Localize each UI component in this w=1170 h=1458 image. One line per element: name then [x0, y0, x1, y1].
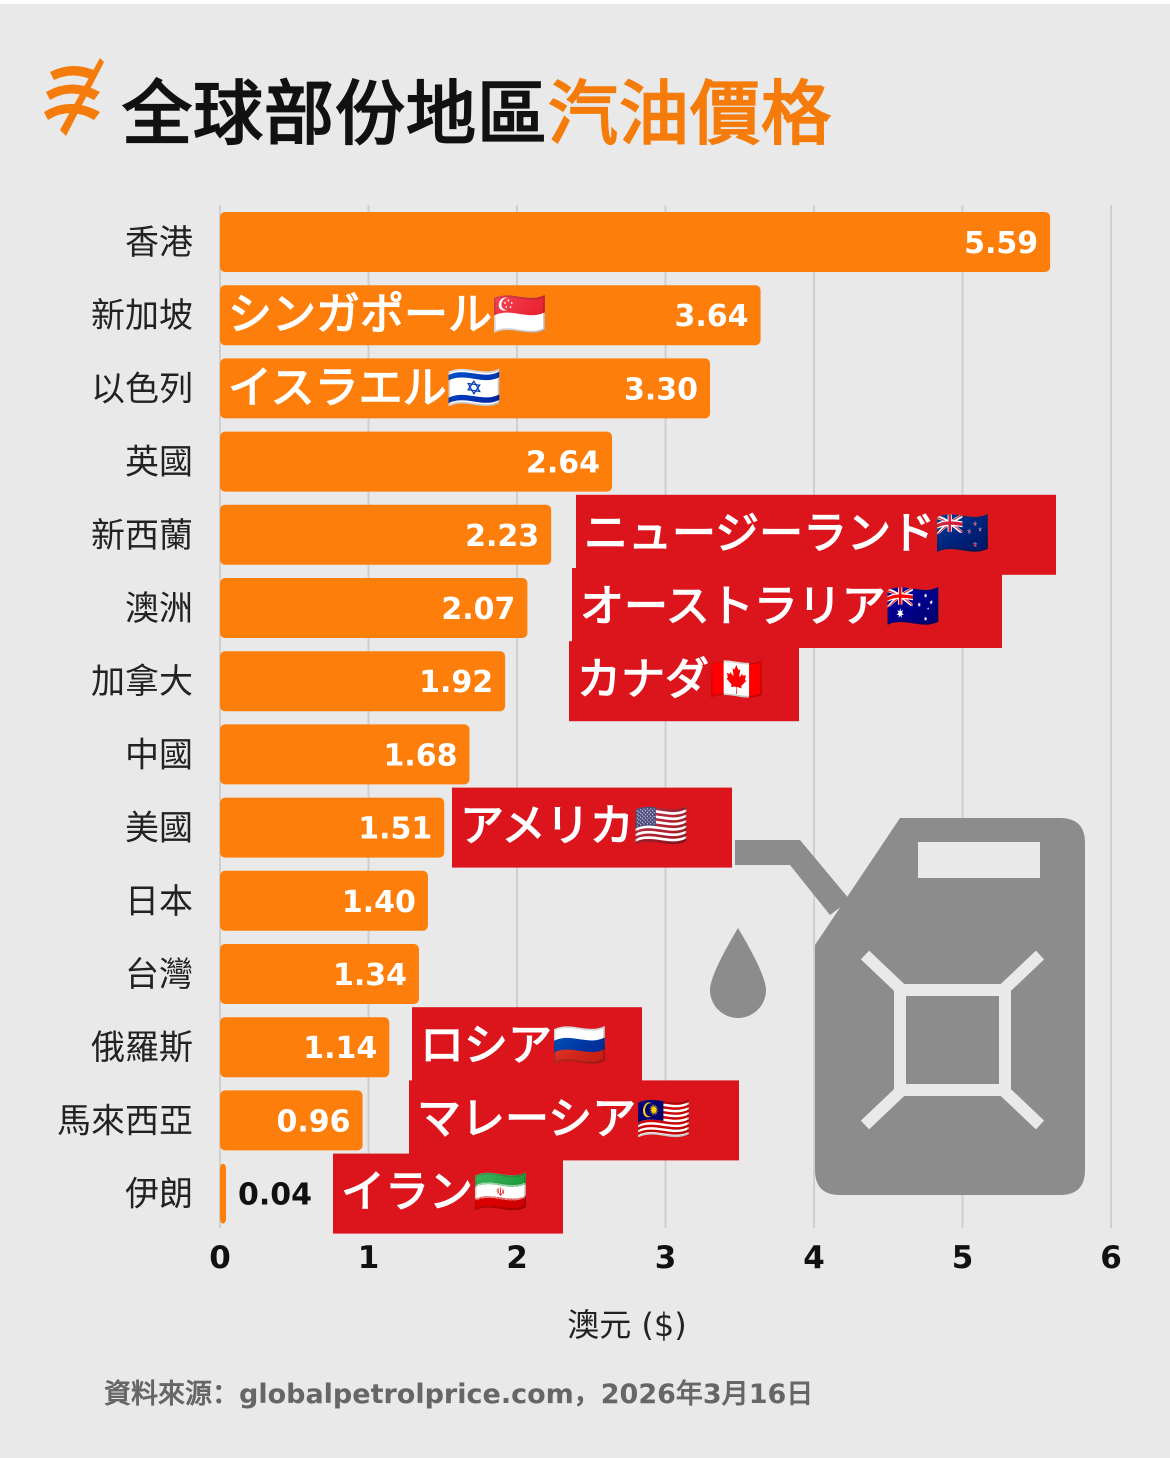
bar — [220, 358, 711, 419]
x-tick-label: 0 — [209, 1240, 231, 1276]
category-label: 以色列 — [91, 369, 193, 409]
bar — [220, 504, 552, 565]
x-tick-label: 2 — [506, 1240, 528, 1276]
category-label: 伊朗 — [125, 1175, 193, 1215]
bar — [220, 212, 1051, 272]
bar — [220, 651, 506, 712]
category-label: 加拿大 — [91, 662, 193, 702]
annotation-box — [333, 1153, 563, 1234]
annotation-box — [452, 787, 732, 868]
value-label: 1.68 — [383, 738, 457, 773]
title-main: 全球部份地區 — [122, 73, 548, 155]
annotation-label: シンガポール🇸🇬 — [228, 289, 547, 340]
bar — [220, 285, 761, 346]
value-label: 1.40 — [342, 885, 416, 920]
bar — [220, 724, 470, 785]
top-border — [0, 0, 1170, 4]
bars-layer — [220, 212, 1051, 1224]
page-title: 全球部份地區汽油價格 — [122, 72, 832, 156]
x-tick-label: 3 — [655, 1240, 677, 1276]
category-label: 美國 — [125, 809, 193, 849]
annotation-label: アメリカ🇺🇸 — [460, 801, 689, 852]
category-label: 台灣 — [125, 955, 193, 995]
country-annotations: シンガポール🇸🇬 イスラエル🇮🇱 ニュージーランド🇳🇿 オーストラリア🇦🇺 カナダ🇨🇦 ア… — [228, 289, 1056, 1234]
category-label: 英國 — [125, 443, 193, 483]
annotation-label: ニュージーランド🇳🇿 — [584, 508, 990, 559]
value-label: 1.51 — [358, 812, 432, 847]
annotation-label: ロシア🇷🇺 — [420, 1020, 607, 1071]
value-label: 3.64 — [675, 299, 749, 334]
category-label: 馬來西亞 — [57, 1101, 193, 1141]
x-tick-label: 1 — [358, 1240, 380, 1276]
bar — [220, 1090, 363, 1151]
x-tick-label: 4 — [803, 1240, 825, 1276]
category-label: 新西蘭 — [91, 516, 193, 556]
annotation-label: マレーシア🇲🇾 — [417, 1093, 691, 1144]
value-label: 1.14 — [303, 1031, 377, 1066]
value-label: 1.34 — [333, 958, 407, 993]
x-axis-ticks: 0 1 2 3 4 5 6 — [209, 1240, 1122, 1276]
annotation-box — [576, 494, 1056, 575]
x-tick-label: 5 — [952, 1240, 974, 1276]
category-label: 俄羅斯 — [91, 1028, 193, 1068]
annotation-label: オーストラリア🇦🇺 — [580, 581, 941, 632]
annotation-box — [572, 568, 1002, 648]
bar — [220, 578, 528, 638]
bar — [220, 870, 428, 931]
bar — [220, 944, 419, 1004]
bar — [220, 1163, 226, 1224]
value-label: 1.92 — [419, 665, 493, 700]
category-label: 中國 — [125, 735, 193, 775]
annotation-label: イラン🇮🇷 — [341, 1167, 528, 1218]
sbs-logo-icon — [44, 58, 104, 136]
annotation-box — [412, 1007, 642, 1088]
category-label: 新加坡 — [91, 296, 193, 336]
annotation-label: イスラエル🇮🇱 — [228, 362, 501, 413]
value-label: 2.64 — [526, 446, 600, 481]
value-label: 2.23 — [465, 519, 539, 554]
value-labels: 5.59 3.64 3.30 2.64 2.23 2.07 1.92 1.68 1.51 1.40… — [238, 226, 1038, 1213]
category-label: 香港 — [125, 223, 193, 263]
category-label: 日本 — [125, 882, 193, 922]
x-axis-label: 澳元 ($) — [567, 1306, 687, 1344]
annotation-label: カナダ🇨🇦 — [577, 654, 764, 705]
category-label: 澳洲 — [125, 589, 193, 629]
value-label: 2.07 — [441, 592, 515, 627]
annotation-box — [569, 641, 799, 722]
bar — [220, 1017, 390, 1078]
bar — [220, 797, 445, 858]
value-label: 0.96 — [277, 1104, 351, 1139]
value-label: 0.04 — [238, 1178, 312, 1213]
bar — [220, 431, 613, 492]
x-tick-label: 6 — [1100, 1240, 1122, 1276]
value-label: 3.30 — [624, 372, 698, 407]
title-accent: 汽油價格 — [548, 73, 832, 155]
jerry-can-fuel-icon — [710, 818, 1085, 1195]
value-label: 5.59 — [964, 226, 1038, 261]
source-note: 資料來源：globalpetrolprice.com，2026年3月16日 — [104, 1379, 814, 1410]
annotation-box — [409, 1080, 739, 1161]
